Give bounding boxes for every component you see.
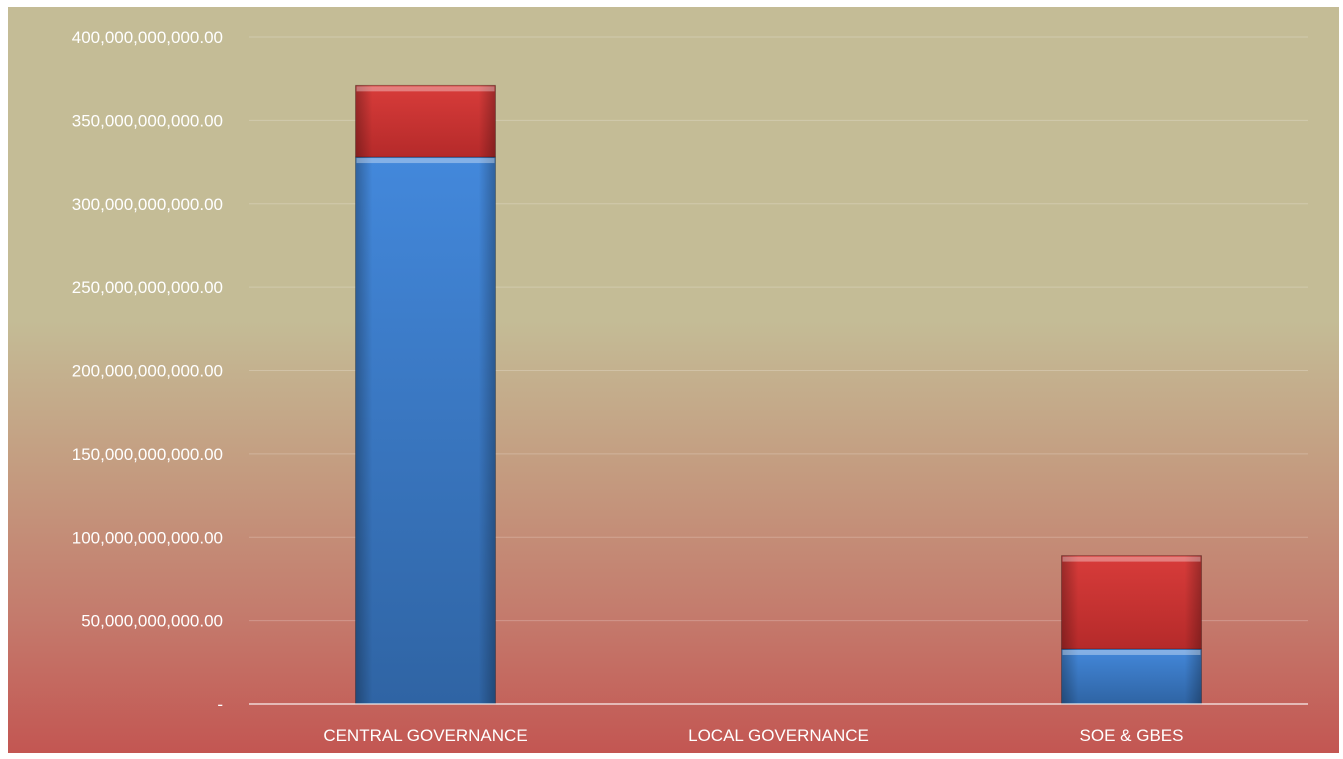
bar-soe-gbes-series-1 [1061, 648, 1202, 705]
y-tick-label: 150,000,000,000.00 [72, 445, 223, 464]
bar-central-governance-series-2 [355, 84, 496, 158]
stacked-bar-chart: - 50,000,000,000.00 100,000,000,000.00 150,… [72, 28, 1308, 745]
category-label-soe-gbes: SOE & GBES [1080, 726, 1184, 745]
y-tick-label: 50,000,000,000.00 [81, 612, 223, 631]
y-tick-label: - [217, 695, 223, 714]
y-tick-label: 350,000,000,000.00 [72, 111, 223, 130]
category-label-central-governance: CENTRAL GOVERNANCE [323, 726, 527, 745]
y-tick-label: 200,000,000,000.00 [72, 362, 223, 381]
chart-area: - 50,000,000,000.00 100,000,000,000.00 150,… [8, 7, 1339, 753]
category-label-local-governance: LOCAL GOVERNANCE [688, 726, 869, 745]
y-tick-label: 400,000,000,000.00 [72, 28, 223, 47]
bar-soe-gbes-series-2 [1061, 555, 1202, 650]
bar-central-governance-series-1 [355, 156, 496, 705]
y-tick-label: 250,000,000,000.00 [72, 278, 223, 297]
y-tick-label: 100,000,000,000.00 [72, 528, 223, 547]
y-tick-label: 300,000,000,000.00 [72, 195, 223, 214]
